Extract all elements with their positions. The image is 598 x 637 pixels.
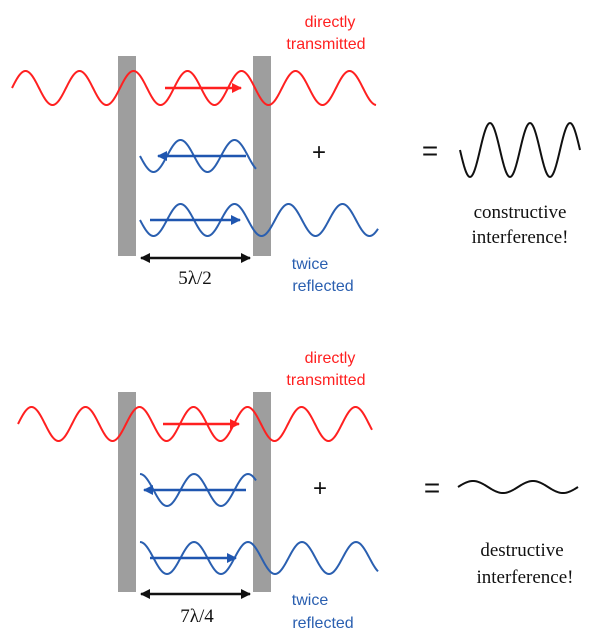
plus-sign: + xyxy=(313,475,327,502)
left-mirror xyxy=(118,392,136,592)
result-wave xyxy=(457,479,579,495)
result-interference: interference! xyxy=(476,567,573,588)
panel-constructive: directly transmitted + = constructive in… xyxy=(11,14,581,295)
equals-sign: = xyxy=(422,135,438,166)
label-reflected: reflected xyxy=(292,278,353,295)
equals-sign: = xyxy=(424,472,440,503)
reflected-wave-out xyxy=(139,540,379,576)
label-twice: twice xyxy=(292,592,329,609)
transmitted-wave xyxy=(11,70,377,106)
label-directly: directly xyxy=(305,350,356,367)
reflected-wave-back xyxy=(139,139,257,173)
left-mirror xyxy=(118,56,136,256)
result-interference: interference! xyxy=(471,227,568,248)
label-transmitted: transmitted xyxy=(286,372,365,389)
result-word: constructive xyxy=(474,202,567,223)
transmitted-wave xyxy=(17,406,373,442)
right-mirror xyxy=(253,56,271,256)
panel-destructive: directly transmitted + = destructive int… xyxy=(17,350,579,632)
label-directly: directly xyxy=(305,14,356,31)
result-word: destructive xyxy=(480,540,563,561)
label-transmitted: transmitted xyxy=(286,36,365,53)
result-wave xyxy=(459,121,581,179)
spacing-label: 5λ/2 xyxy=(178,268,212,289)
right-mirror xyxy=(253,392,271,592)
label-reflected: reflected xyxy=(292,615,353,632)
label-twice: twice xyxy=(292,256,329,273)
reflected-wave-out xyxy=(139,203,379,237)
reflected-wave-back xyxy=(139,472,257,508)
plus-sign: + xyxy=(312,139,326,166)
spacing-label: 7λ/4 xyxy=(180,606,214,627)
